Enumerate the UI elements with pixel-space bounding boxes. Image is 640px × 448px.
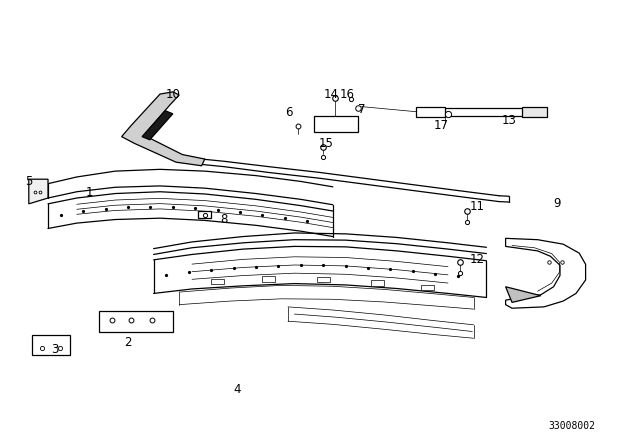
Text: 10: 10 xyxy=(165,87,180,101)
Polygon shape xyxy=(506,287,541,302)
Polygon shape xyxy=(198,211,211,218)
Text: 33008002: 33008002 xyxy=(548,421,595,431)
Text: 1: 1 xyxy=(86,186,93,199)
Text: 13: 13 xyxy=(501,114,516,128)
Polygon shape xyxy=(211,279,224,284)
Text: 14: 14 xyxy=(324,87,339,101)
Polygon shape xyxy=(522,107,547,117)
Text: 5: 5 xyxy=(25,175,33,188)
Text: 7: 7 xyxy=(358,103,365,116)
Polygon shape xyxy=(314,116,358,132)
Text: 6: 6 xyxy=(285,105,293,119)
Text: 4: 4 xyxy=(233,383,241,396)
Polygon shape xyxy=(317,277,330,282)
Polygon shape xyxy=(506,238,586,308)
Text: 8: 8 xyxy=(220,213,228,226)
Text: 17: 17 xyxy=(434,119,449,132)
Text: 15: 15 xyxy=(319,137,334,150)
Polygon shape xyxy=(371,280,384,286)
Polygon shape xyxy=(99,311,173,332)
Text: 11: 11 xyxy=(469,199,484,213)
Polygon shape xyxy=(442,108,525,116)
Polygon shape xyxy=(421,285,434,290)
Polygon shape xyxy=(416,107,445,117)
Polygon shape xyxy=(142,111,173,140)
Text: 12: 12 xyxy=(469,253,484,267)
Polygon shape xyxy=(262,276,275,282)
Polygon shape xyxy=(29,179,48,204)
Text: 3: 3 xyxy=(51,343,58,356)
Polygon shape xyxy=(122,92,205,166)
Text: 9: 9 xyxy=(553,197,561,211)
Text: 16: 16 xyxy=(339,87,355,101)
Polygon shape xyxy=(32,335,70,355)
Text: 2: 2 xyxy=(124,336,132,349)
